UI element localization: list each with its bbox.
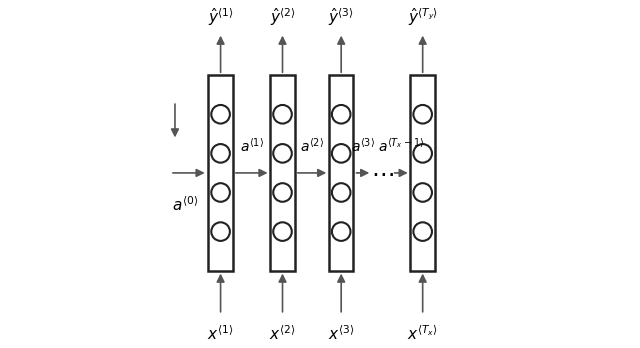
Text: $\cdots$: $\cdots$: [371, 161, 394, 185]
Circle shape: [413, 222, 432, 241]
Circle shape: [273, 144, 292, 163]
Circle shape: [273, 222, 292, 241]
Bar: [209, 75, 233, 271]
Circle shape: [332, 105, 351, 124]
Text: $x^{\langle 3 \rangle}$: $x^{\langle 3 \rangle}$: [328, 324, 355, 343]
Circle shape: [273, 183, 292, 202]
Circle shape: [332, 183, 351, 202]
Circle shape: [211, 105, 230, 124]
Bar: [410, 75, 435, 271]
Circle shape: [413, 144, 432, 163]
Text: $x^{\langle 1 \rangle}$: $x^{\langle 1 \rangle}$: [207, 324, 234, 343]
Text: $\hat{y}^{\langle T_y \rangle}$: $\hat{y}^{\langle T_y \rangle}$: [408, 6, 438, 28]
Bar: [329, 75, 353, 271]
Text: $x^{\langle 2 \rangle}$: $x^{\langle 2 \rangle}$: [269, 324, 296, 343]
Text: $a^{\langle 1 \rangle}$: $a^{\langle 1 \rangle}$: [240, 137, 264, 155]
Text: $a^{\langle 3 \rangle}$: $a^{\langle 3 \rangle}$: [351, 137, 375, 155]
Circle shape: [332, 144, 351, 163]
Circle shape: [211, 183, 230, 202]
Circle shape: [211, 222, 230, 241]
Text: $\hat{y}^{\langle 1 \rangle}$: $\hat{y}^{\langle 1 \rangle}$: [208, 6, 234, 28]
Text: $a^{\langle T_x-1 \rangle}$: $a^{\langle T_x-1 \rangle}$: [378, 137, 424, 155]
Text: $\hat{y}^{\langle 2 \rangle}$: $\hat{y}^{\langle 2 \rangle}$: [269, 6, 296, 28]
Text: $a^{\langle 2 \rangle}$: $a^{\langle 2 \rangle}$: [300, 137, 324, 155]
Circle shape: [413, 183, 432, 202]
Circle shape: [413, 105, 432, 124]
Circle shape: [273, 105, 292, 124]
Text: $\hat{y}^{\langle 3 \rangle}$: $\hat{y}^{\langle 3 \rangle}$: [328, 6, 354, 28]
Circle shape: [332, 222, 351, 241]
Circle shape: [211, 144, 230, 163]
Text: $x^{\langle T_x \rangle}$: $x^{\langle T_x \rangle}$: [407, 324, 438, 343]
Text: $a^{\langle 0 \rangle}$: $a^{\langle 0 \rangle}$: [172, 196, 198, 214]
Bar: [270, 75, 295, 271]
